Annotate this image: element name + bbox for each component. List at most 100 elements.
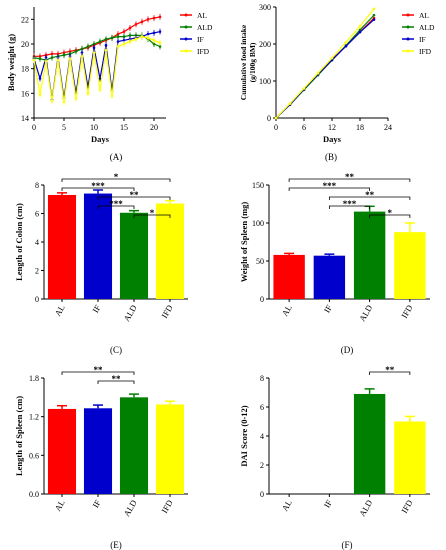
data-point <box>316 71 320 75</box>
data-point <box>62 100 66 104</box>
data-point <box>152 42 156 46</box>
significance-bracket <box>97 205 135 209</box>
x-tick-label: 5 <box>62 123 66 132</box>
data-point <box>158 15 162 19</box>
y-tick-label: 16 <box>21 89 29 98</box>
panel-b: 0 100 200 300 0 6 12 18 24 Days Cumulative food in… <box>239 3 435 162</box>
data-point <box>134 22 138 26</box>
panel-a: 14 16 18 20 22 0 5 10 15 20 Days Body weight (g) AL A… <box>6 7 213 162</box>
data-point <box>146 32 150 36</box>
x-tick-label: 10 <box>90 123 98 132</box>
significance-bracket <box>61 178 171 182</box>
y-tick-label: 0.6 <box>29 451 39 460</box>
y-tick-label: 300 <box>259 3 271 12</box>
y-axis-label: Weight of Spleen (mg) <box>239 202 249 283</box>
data-point <box>62 53 66 57</box>
series-line-al <box>34 16 161 57</box>
x-axis-label: Days <box>91 134 110 144</box>
series-line-ifd <box>275 8 375 119</box>
data-point <box>38 93 42 96</box>
panel-label: (F) <box>342 540 353 550</box>
data-point <box>44 59 48 63</box>
y-tick-label: 1.2 <box>29 413 39 422</box>
data-point <box>92 51 96 54</box>
bar-ald <box>119 397 149 494</box>
data-point <box>116 40 120 43</box>
data-point <box>372 13 376 17</box>
bar-ald <box>353 393 386 494</box>
legend-marker <box>406 37 410 41</box>
bar-ifd <box>394 421 426 494</box>
significance-label: *** <box>91 181 105 191</box>
data-point <box>98 88 102 91</box>
bar-al <box>47 194 77 299</box>
y-tick-label: 14 <box>21 114 29 123</box>
data-point <box>152 39 156 42</box>
x-tick-label: 0 <box>274 123 278 132</box>
category-label: IFD <box>159 303 175 320</box>
x-tick-label: 12 <box>328 123 336 132</box>
x-axis-label: Days <box>323 134 342 144</box>
data-point <box>122 35 126 38</box>
significance-bracket <box>97 196 171 200</box>
significance-bracket <box>328 196 411 200</box>
legend-marker <box>184 49 188 53</box>
data-point <box>74 96 78 100</box>
data-point <box>50 99 54 103</box>
bar-ifd <box>155 203 185 299</box>
significance-bracket <box>288 178 411 182</box>
data-point <box>56 58 60 62</box>
y-tick-label: 4 <box>260 432 264 441</box>
panel-f: 0 2 4 6 8 DAI Score (0-12) AL IF ALD IFD ** (F) <box>239 365 430 550</box>
y-axis-label: DAI Score (0-12) <box>239 405 249 466</box>
x-tick-label: 6 <box>302 123 306 132</box>
category-label: IFD <box>399 498 415 515</box>
data-point <box>122 39 126 42</box>
bar-ifd <box>394 232 426 299</box>
category-label: IFD <box>399 303 415 320</box>
data-point <box>358 30 362 34</box>
data-point <box>158 45 162 48</box>
data-point <box>98 40 102 43</box>
data-point <box>128 26 132 30</box>
data-point <box>344 44 348 48</box>
panel-label: (D) <box>341 345 354 355</box>
y-tick-label: 100 <box>259 77 271 86</box>
data-point <box>128 34 132 37</box>
significance-label: *** <box>343 199 357 209</box>
series-line-ifd <box>33 35 161 103</box>
legend-marker <box>184 37 188 41</box>
data-point <box>74 50 78 53</box>
data-point <box>50 52 54 56</box>
y-axis-label-line: (g/100g BM) <box>248 42 257 82</box>
significance-label: * <box>150 208 155 218</box>
x-tick-label: 24 <box>384 123 392 132</box>
data-point <box>104 43 108 47</box>
y-tick-label: 18 <box>21 65 29 74</box>
y-tick-label: 2 <box>35 267 39 276</box>
data-point <box>122 42 126 46</box>
y-axis-label-line: Cumulative food intake <box>239 24 248 100</box>
y-axis-label: Length of Spleen (cm) <box>14 396 24 476</box>
data-point <box>146 36 150 40</box>
legend-label: ALD <box>419 23 435 32</box>
y-tick-label: 50 <box>256 257 264 266</box>
data-point <box>116 35 120 38</box>
x-tick-label: 0 <box>32 123 36 132</box>
y-tick-label: 8 <box>260 374 264 383</box>
legend-label: IFD <box>197 47 210 56</box>
legend-label: IFD <box>419 47 432 56</box>
legend-label: AL <box>197 11 207 20</box>
significance-label: ** <box>365 190 375 200</box>
data-point <box>140 35 144 38</box>
y-tick-label: 22 <box>21 15 29 24</box>
data-point <box>104 37 108 41</box>
panel-d: 0 50 100 150 Weight of Spleen (mg) AL IF ALD IFD… <box>239 172 430 355</box>
data-point <box>38 57 42 61</box>
bar-al <box>47 408 77 494</box>
category-label: AL <box>280 303 294 318</box>
significance-bracket <box>133 214 171 218</box>
significance-bracket <box>61 371 135 375</box>
